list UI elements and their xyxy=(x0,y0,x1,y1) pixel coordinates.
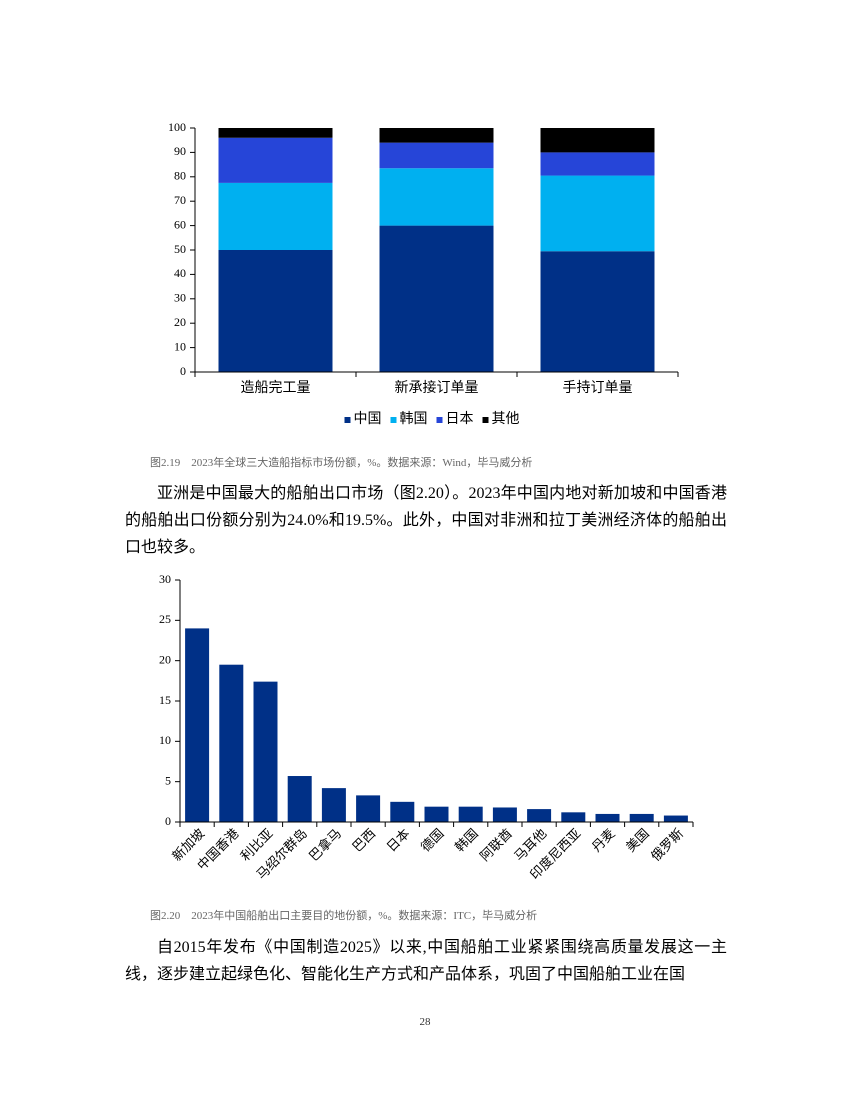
x-tick-label: 韩国 xyxy=(452,826,481,855)
y-tick-label: 20 xyxy=(174,315,186,329)
legend-label: 日本 xyxy=(446,411,474,427)
bar-segment xyxy=(540,128,655,153)
y-tick-label: 100 xyxy=(168,120,186,134)
legend-swatch xyxy=(482,417,489,423)
bar-segment xyxy=(218,250,333,372)
bar xyxy=(663,815,688,822)
x-tick-label: 阿联酋 xyxy=(477,826,515,864)
x-tick-label: 造船完工量 xyxy=(241,380,311,396)
x-tick-label: 德国 xyxy=(418,826,447,855)
bar xyxy=(219,664,244,822)
y-tick-label: 70 xyxy=(174,193,186,207)
x-tick-label: 手持订单量 xyxy=(563,380,633,396)
legend-swatch xyxy=(436,417,443,423)
y-tick-label: 30 xyxy=(174,291,186,305)
legend-label: 中国 xyxy=(354,411,382,427)
bar-segment xyxy=(218,137,333,183)
bar-segment xyxy=(540,251,655,372)
x-tick-label: 日本 xyxy=(384,826,413,855)
bar xyxy=(629,813,654,822)
x-tick-label: 新承接订单量 xyxy=(395,379,479,396)
page-number: 28 xyxy=(419,1016,431,1028)
y-tick-label: 90 xyxy=(174,144,186,158)
y-tick-label: 30 xyxy=(159,572,171,586)
y-tick-label: 40 xyxy=(174,266,186,280)
y-tick-label: 15 xyxy=(159,693,171,707)
bar xyxy=(390,801,415,822)
x-tick-label: 巴拿马 xyxy=(306,826,344,864)
bar xyxy=(287,776,312,822)
paragraph: 亚洲是中国最大的船舶出口市场（图2.20）。2023年中国内地对新加坡和中国香港… xyxy=(125,485,727,556)
paragraph: 自2015年发布《中国制造2025》以来,中国船舶工业紧紧围绕高质量发展这一主线… xyxy=(125,939,727,983)
x-tick-label: 丹麦 xyxy=(589,826,618,855)
x-tick-label: 俄罗斯 xyxy=(648,826,686,864)
bar-segment xyxy=(379,142,494,169)
bar xyxy=(595,813,620,822)
legend-label: 韩国 xyxy=(400,411,428,427)
bar-segment xyxy=(218,128,333,138)
x-tick-label: 巴西 xyxy=(349,826,378,855)
y-tick-label: 25 xyxy=(159,612,171,626)
bar-segment xyxy=(379,225,494,372)
bar xyxy=(185,628,210,822)
y-tick-label: 5 xyxy=(165,773,171,787)
x-tick-label: 美国 xyxy=(623,826,652,855)
bar xyxy=(492,807,517,822)
bar xyxy=(253,681,278,822)
y-tick-label: 0 xyxy=(180,364,186,378)
bar-segment xyxy=(379,168,494,226)
legend-swatch xyxy=(390,417,397,423)
bar xyxy=(424,806,449,822)
legend-swatch xyxy=(344,417,351,423)
bar xyxy=(561,812,586,822)
y-tick-label: 50 xyxy=(174,242,186,256)
y-tick-label: 10 xyxy=(174,339,186,353)
y-tick-label: 10 xyxy=(159,733,171,747)
legend-label: 其他 xyxy=(492,411,520,427)
y-tick-label: 80 xyxy=(174,169,186,183)
bar xyxy=(458,806,483,822)
bar-segment xyxy=(540,152,655,176)
bar xyxy=(356,795,381,822)
bar-segment xyxy=(379,128,494,143)
y-tick-label: 20 xyxy=(159,652,171,666)
caption: 图2.19 2023年全球三大造船指标市场份额，%。数据来源：Wind，毕马威分… xyxy=(150,457,533,469)
bar-segment xyxy=(540,175,655,252)
bar-segment xyxy=(218,182,333,250)
caption: 图2.20 2023年中国船舶出口主要目的地份额，%。数据来源：ITC，毕马威分… xyxy=(150,910,538,922)
y-tick-label: 60 xyxy=(174,217,186,231)
bar xyxy=(321,788,346,822)
bar xyxy=(527,809,552,822)
y-tick-label: 0 xyxy=(165,814,171,828)
